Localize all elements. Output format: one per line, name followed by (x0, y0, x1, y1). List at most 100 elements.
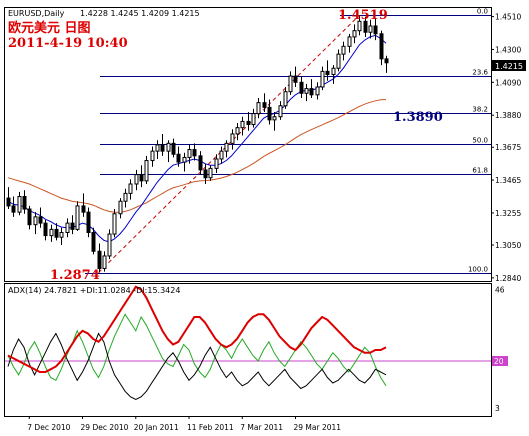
candle (86, 207, 91, 238)
candle (251, 108, 256, 128)
adx-tick-label: 46 (495, 286, 505, 295)
candle (91, 227, 96, 255)
candle-body (155, 144, 160, 152)
candle-body (256, 102, 261, 115)
current-price-value: 1.4215 (495, 62, 523, 71)
candle-body (192, 149, 197, 157)
candle-body (246, 120, 251, 126)
candle (22, 190, 27, 214)
fib-label: 0.0 (477, 8, 488, 16)
candle (11, 196, 16, 217)
candle (304, 83, 309, 102)
candle (54, 223, 59, 241)
candle-body (299, 81, 304, 94)
fib-label: 61.8 (472, 167, 488, 175)
adx-panel-frame (4, 283, 492, 417)
adx-tick-label: 20 (494, 357, 504, 366)
candle-body (219, 150, 224, 160)
candle (256, 97, 261, 119)
candle (283, 87, 288, 109)
candle (272, 112, 277, 131)
candle-body (304, 88, 309, 94)
candle (293, 66, 298, 88)
candle-body (357, 20, 362, 32)
candle-body (128, 183, 133, 194)
candle-body (144, 160, 149, 182)
candle-body (283, 91, 288, 107)
date-tick-label: 20 Jan 2011 (134, 423, 179, 432)
candle-body (102, 255, 107, 269)
date-tick-label: 11 Feb 2011 (187, 423, 234, 432)
candle-body (139, 174, 144, 182)
axis-layer: 1.4510 1.4300 1.4090 1.3880 1.3675 1.3465 1.32… (27, 13, 521, 432)
fib-label: 23.6 (472, 69, 488, 77)
candle (379, 30, 384, 66)
candle-body (97, 250, 102, 269)
candle-body (347, 36, 352, 47)
candle (331, 65, 336, 84)
candle (267, 99, 272, 125)
candle (262, 93, 267, 113)
candle-body (22, 196, 27, 210)
candle-body (160, 144, 165, 152)
candle-body (309, 88, 314, 96)
candle-body (267, 106, 272, 121)
candle (230, 129, 235, 150)
candle-body (315, 86, 320, 96)
candle (214, 154, 219, 174)
trend-line (98, 14, 360, 273)
candle (160, 133, 165, 156)
candle-body (81, 205, 86, 213)
candle (219, 146, 224, 164)
candle-body (331, 67, 336, 75)
candle-body (182, 156, 187, 163)
candle-body (38, 216, 43, 224)
candle-body (166, 142, 171, 152)
candle (336, 49, 341, 72)
candle (59, 227, 64, 246)
candle-body (176, 153, 181, 163)
price-tick-label: 1.3255 (495, 209, 521, 218)
price-layer: 0.0 23.6 38.2 50.0 61.8 100.0 (6, 8, 491, 274)
low-annotation: 1.2874 (50, 268, 100, 283)
candle (144, 155, 149, 185)
candle (187, 144, 192, 164)
candle (150, 146, 155, 167)
candle-body (373, 25, 378, 35)
candle-body (214, 158, 219, 169)
candle-body (43, 222, 48, 237)
candle-body (65, 222, 70, 234)
candle (240, 116, 245, 136)
candle-body (230, 133, 235, 144)
fib-label: 38.2 (472, 106, 488, 114)
candle-body (112, 213, 117, 235)
candle-body (224, 142, 229, 152)
date-tick-label: 7 Dec 2010 (27, 423, 70, 432)
candle (246, 112, 251, 131)
candle (112, 209, 117, 238)
candle-body (171, 142, 176, 155)
candle (97, 243, 102, 273)
candle (309, 79, 314, 98)
candle (384, 55, 389, 73)
candle (208, 165, 213, 181)
candle (166, 140, 171, 163)
current-price-tag (492, 60, 526, 71)
candle-body (70, 222, 75, 230)
price-tick-label: 1.4090 (495, 78, 521, 87)
candle-body (17, 196, 22, 213)
candle (43, 219, 48, 241)
price-tick-label: 1.4300 (495, 45, 521, 54)
fib-label: 100.0 (468, 266, 488, 274)
candle-body (341, 45, 346, 55)
date-tick-label: 7 Mar 2011 (240, 423, 283, 432)
candle (373, 18, 378, 41)
datetime-annotation: 2011-4-19 10:40 (8, 36, 128, 51)
candle (70, 215, 75, 235)
candle-body (198, 155, 203, 171)
candle (75, 201, 80, 231)
candle-body (384, 58, 389, 64)
candle-body (262, 102, 267, 108)
candle-body (235, 127, 240, 135)
